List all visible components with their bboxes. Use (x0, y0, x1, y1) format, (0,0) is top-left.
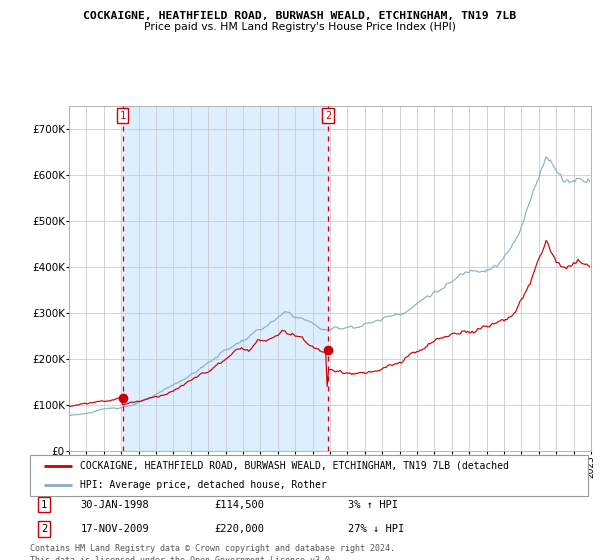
Text: 2: 2 (325, 110, 331, 120)
FancyBboxPatch shape (30, 455, 588, 496)
Text: £220,000: £220,000 (214, 524, 264, 534)
Text: 17-NOV-2009: 17-NOV-2009 (80, 524, 149, 534)
Bar (122, 106, 328, 451)
Text: COCKAIGNE, HEATHFIELD ROAD, BURWASH WEALD, ETCHINGHAM, TN19 7LB: COCKAIGNE, HEATHFIELD ROAD, BURWASH WEAL… (83, 11, 517, 21)
Text: 1: 1 (41, 500, 47, 510)
Text: 2: 2 (41, 524, 47, 534)
Text: COCKAIGNE, HEATHFIELD ROAD, BURWASH WEALD, ETCHINGHAM, TN19 7LB (detached: COCKAIGNE, HEATHFIELD ROAD, BURWASH WEAL… (80, 461, 509, 471)
Text: 30-JAN-1998: 30-JAN-1998 (80, 500, 149, 510)
Text: 27% ↓ HPI: 27% ↓ HPI (348, 524, 404, 534)
Text: 3% ↑ HPI: 3% ↑ HPI (348, 500, 398, 510)
Text: Price paid vs. HM Land Registry's House Price Index (HPI): Price paid vs. HM Land Registry's House … (144, 22, 456, 32)
Text: HPI: Average price, detached house, Rother: HPI: Average price, detached house, Roth… (80, 479, 327, 489)
Text: Contains HM Land Registry data © Crown copyright and database right 2024.
This d: Contains HM Land Registry data © Crown c… (30, 544, 395, 560)
Text: 1: 1 (119, 110, 126, 120)
Text: £114,500: £114,500 (214, 500, 264, 510)
